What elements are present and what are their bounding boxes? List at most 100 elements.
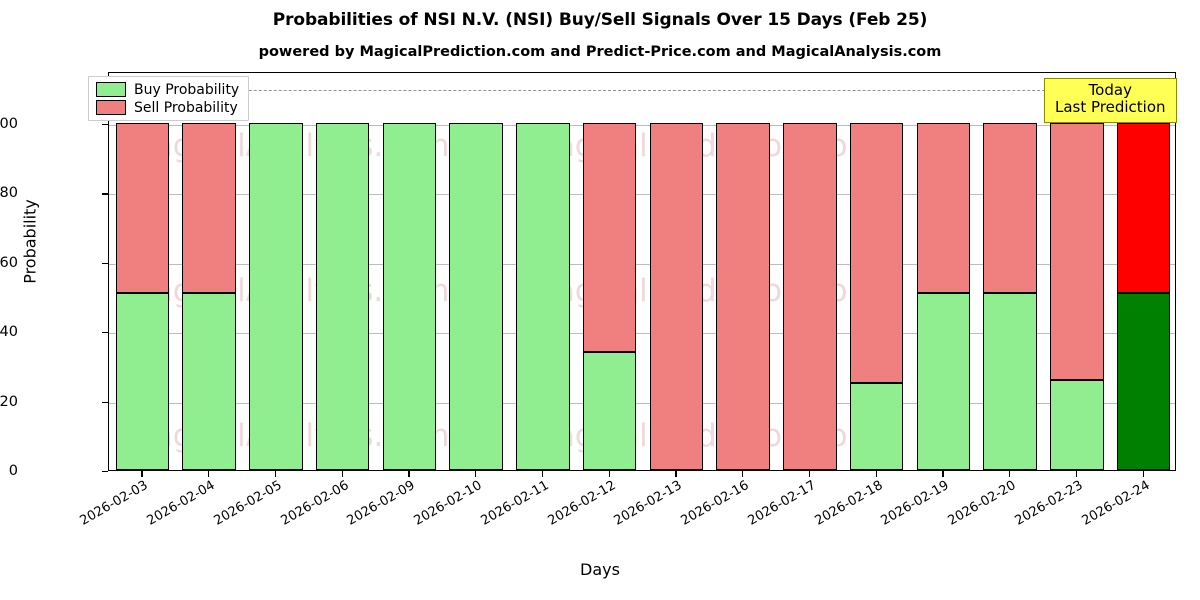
bar-group [649,123,704,470]
bar-group [1050,123,1104,470]
y-axis-tick-label: 0 [8,463,18,479]
today-annotation-line2: Last Prediction [1055,98,1166,117]
gridline [109,333,1175,335]
x-axis-tick-mark [341,471,343,477]
x-axis-tick-label: 2026-02-16 [678,478,752,529]
x-axis-tick-mark [1075,471,1078,477]
bar-segment-buy [249,123,303,470]
bar-group [716,123,770,470]
x-axis-tick-label: 2026-02-23 [1012,478,1086,529]
today-annotation-line1: Today [1088,81,1132,99]
x-axis-tick-label: 2026-02-19 [878,478,952,529]
bar-segment-buy [315,123,370,470]
bar-group [182,123,236,470]
bar-segment-sell [582,123,637,353]
x-axis-tick-label: 2026-02-17 [745,478,819,529]
bar-segment-buy [382,123,437,470]
x-axis-tick-mark [208,471,210,477]
bar-segment-buy [1050,379,1104,470]
legend-item-sell: Sell Probability [96,100,239,115]
x-axis-tick-label: 2026-02-13 [611,478,685,529]
bar-group [249,123,303,470]
bar-segment-sell [983,123,1037,294]
bar-group [449,123,503,470]
bar-segment-sell [115,123,170,294]
legend-label-sell: Sell Probability [134,99,238,116]
x-axis-tick-mark [608,471,610,477]
bar-segment-buy [983,293,1037,470]
bar-segment-buy [582,352,637,470]
x-axis-tick-label: 2026-02-20 [945,478,1019,529]
x-axis-tick-mark [875,471,877,477]
bar-group [983,123,1037,470]
bar-segment-sell [1116,123,1171,294]
y-axis-tick-label: 80 [0,185,18,202]
x-axis-tick-mark [141,471,143,477]
x-axis-tick-mark [541,471,544,477]
x-axis-tick-label: 2026-02-06 [278,478,352,529]
x-axis-tick-mark [942,471,944,477]
gridline [109,402,1175,404]
x-axis-tick-label: 2026-02-09 [344,478,418,529]
x-axis-tick-mark [808,471,811,477]
chart-subtitle: powered by MagicalPrediction.com and Pre… [258,44,942,60]
bar-group [516,123,570,470]
bar-segment-buy [182,293,236,470]
bar-segment-buy [516,123,570,470]
bar-group [315,123,370,470]
y-axis-tick-mark [102,262,108,264]
legend-label-buy: Buy Probability [134,81,240,98]
x-axis-label: Days [580,560,620,579]
y-axis-tick-label: 60 [0,254,18,271]
y-axis-label: Probability [20,199,40,284]
bar-group [382,123,437,470]
x-axis-tick-label: 2026-02-18 [812,478,886,529]
bar-segment-sell [849,123,904,384]
y-axis-tick-mark [102,401,108,403]
bar-group [916,123,971,470]
x-axis-tick-mark [408,471,410,477]
bar-segment-sell [783,123,837,470]
bar-segment-buy [1116,293,1171,470]
bar-segment-buy [849,383,904,470]
legend-swatch-buy-icon [96,82,126,97]
bar-group [1116,123,1171,470]
x-axis-tick-label: 2026-02-05 [211,478,285,529]
x-axis-tick-mark [475,471,477,477]
bar-group [849,123,904,470]
gridline [109,194,1175,196]
y-axis-tick-mark [102,124,108,126]
x-axis-tick-label: 2026-02-04 [144,478,218,529]
reference-line [109,90,1175,92]
bar-segment-buy [115,293,170,470]
y-axis-tick-label: 100 [0,116,18,133]
bar-segment-buy [449,123,503,470]
bar-group [115,123,170,470]
y-axis-tick-label: 40 [0,324,18,341]
x-axis-tick-mark [274,471,277,477]
legend-swatch-sell-icon [96,100,126,115]
plot-area: MagicalAnalysis.comMagicalPrediction.com… [108,72,1176,471]
bar-segment-buy [916,293,971,470]
x-axis-tick-mark [742,471,744,477]
bar-segment-sell [716,123,770,470]
bar-segment-sell [182,123,236,294]
legend-item-buy: Buy Probability [96,82,239,97]
y-axis-tick-mark [102,471,108,473]
x-axis-tick-mark [675,471,677,477]
bar-series-layer [109,73,1175,470]
bar-segment-sell [916,123,971,294]
y-axis-tick-mark [102,193,108,195]
bar-segment-sell [649,123,704,470]
x-axis-tick-label: 2026-02-24 [1079,478,1153,529]
chart-title: Probabilities of NSI N.V. (NSI) Buy/Sell… [272,10,928,30]
gridline [109,125,1175,127]
today-annotation: Today Last Prediction [1044,78,1177,123]
x-axis-tick-label: 2026-02-11 [478,478,552,529]
x-axis-tick-mark [1142,471,1144,477]
x-axis-tick-label: 2026-02-03 [77,478,151,529]
bar-segment-sell [1050,123,1104,380]
x-axis-tick-label: 2026-02-10 [411,478,485,529]
chart-legend: Buy Probability Sell Probability [88,76,250,121]
bar-group [582,123,637,470]
